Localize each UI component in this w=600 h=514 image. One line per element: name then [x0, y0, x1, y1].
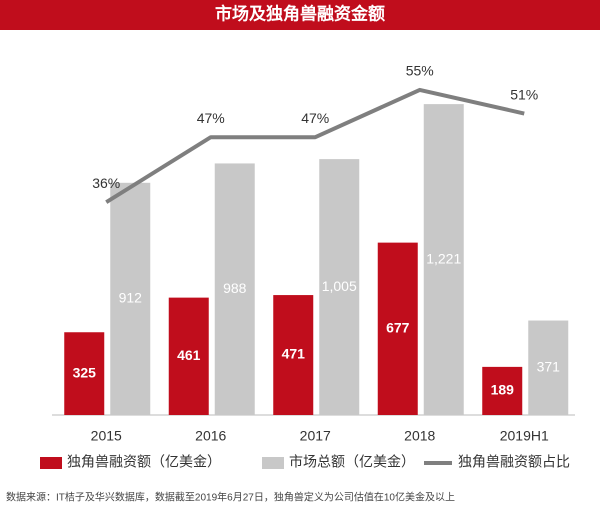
legend-swatch	[40, 457, 62, 469]
chart-title: 市场及独角兽融资金额	[215, 3, 385, 23]
value-label: 325	[73, 364, 97, 380]
bar	[64, 332, 105, 415]
value-label: 1,221	[426, 250, 461, 266]
value-label: 1,005	[322, 278, 357, 294]
bar	[482, 366, 523, 415]
bar	[214, 163, 255, 415]
bar	[168, 297, 209, 415]
line-label: 51%	[510, 86, 538, 102]
x-tick-label: 2015	[91, 428, 122, 444]
x-tick-label: 2019H1	[500, 428, 549, 444]
x-tick-label: 2016	[195, 428, 226, 444]
x-tick-label: 2018	[404, 428, 435, 444]
source-note: 数据来源：IT桔子及华兴数据库，数据截至2019年6月27日，独角兽定义为公司估…	[6, 491, 455, 504]
value-label: 461	[177, 347, 201, 363]
line-label: 47%	[301, 110, 329, 126]
title-banner	[0, 0, 600, 30]
bar	[423, 104, 464, 415]
legend-label: 独角兽融资额（亿美金）	[67, 454, 221, 470]
value-label: 471	[282, 346, 306, 362]
legend-label: 独角兽融资额占比	[458, 454, 570, 470]
value-label: 189	[491, 382, 515, 398]
value-label: 912	[119, 290, 143, 306]
line	[105, 87, 525, 204]
bar	[528, 320, 569, 415]
line-label: 47%	[197, 110, 225, 126]
legend-swatch	[262, 457, 284, 469]
value-label: 371	[537, 358, 561, 374]
bar	[273, 295, 314, 415]
bar	[110, 182, 151, 415]
x-tick-label: 2017	[300, 428, 331, 444]
legend-label: 市场总额（亿美金）	[289, 454, 415, 470]
value-label: 677	[386, 320, 410, 336]
value-label: 988	[223, 280, 247, 296]
bar	[377, 242, 418, 415]
line-label: 55%	[406, 63, 434, 79]
bar	[319, 159, 360, 415]
line-label: 36%	[92, 175, 120, 191]
